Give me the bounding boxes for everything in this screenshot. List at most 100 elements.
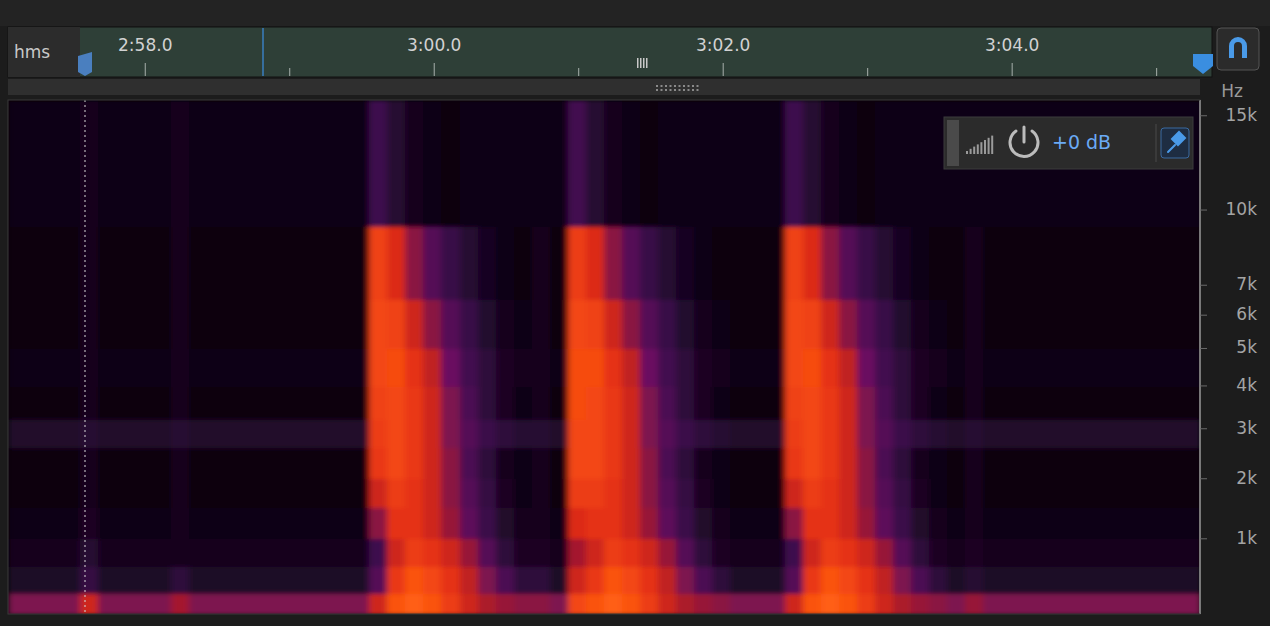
y-tick-label: 3k <box>1236 418 1257 438</box>
cell <box>983 226 1002 300</box>
cell <box>152 226 171 300</box>
cell <box>423 300 442 349</box>
gain-divider <box>1156 124 1157 162</box>
cell <box>857 507 876 539</box>
cell <box>640 386 659 420</box>
snap-button[interactable] <box>1217 28 1259 70</box>
cell <box>1164 448 1183 480</box>
cell <box>1019 593 1038 614</box>
cell <box>857 539 876 567</box>
cell <box>586 300 605 349</box>
y-tick <box>1200 428 1207 429</box>
cell <box>423 507 442 539</box>
cell <box>929 386 948 420</box>
cell <box>171 100 190 227</box>
cell <box>261 539 280 567</box>
cell <box>568 448 587 480</box>
cell <box>1074 593 1093 614</box>
cell <box>315 348 334 386</box>
cell <box>225 386 244 420</box>
cell <box>460 226 479 300</box>
cell <box>333 507 352 539</box>
cell <box>712 226 731 300</box>
cell <box>1001 507 1020 539</box>
cell <box>1092 539 1111 567</box>
cells-clip <box>8 100 1200 614</box>
cell <box>550 300 569 349</box>
cell <box>441 348 460 386</box>
cell <box>44 420 63 449</box>
cell <box>171 479 190 508</box>
cell <box>1019 539 1038 567</box>
cell <box>1074 226 1093 300</box>
cell <box>514 300 533 349</box>
cell <box>315 226 334 300</box>
cell <box>712 386 731 420</box>
cell <box>333 420 352 449</box>
cell <box>640 226 659 300</box>
cell <box>730 448 749 480</box>
cell <box>496 593 515 614</box>
cell <box>748 507 767 539</box>
cell <box>62 507 81 539</box>
cell <box>785 420 804 449</box>
cell <box>297 448 316 480</box>
cell <box>1164 479 1183 508</box>
cell <box>821 448 840 480</box>
cell <box>1164 348 1183 386</box>
knob-indicator <box>1023 127 1026 142</box>
x-minor-tick <box>578 68 579 76</box>
cell <box>98 539 117 567</box>
cell <box>911 448 930 480</box>
cell <box>694 420 713 449</box>
cell <box>189 226 208 300</box>
cell <box>98 348 117 386</box>
scroll-grip-dot <box>665 89 667 91</box>
cell <box>405 100 424 227</box>
cell <box>658 567 677 594</box>
cell <box>947 348 966 386</box>
y-tick-label: 6k <box>1236 304 1257 324</box>
cell <box>694 507 713 539</box>
cell <box>1019 479 1038 508</box>
cell <box>80 539 99 567</box>
end-marker[interactable] <box>1193 54 1213 74</box>
cell <box>712 348 731 386</box>
y-tick-label: 10k <box>1226 199 1258 219</box>
cell <box>98 226 117 300</box>
cell <box>441 507 460 539</box>
cell <box>893 567 912 594</box>
cell <box>640 100 659 227</box>
cell <box>767 100 786 227</box>
cell <box>839 386 858 420</box>
cell <box>514 593 533 614</box>
cell <box>26 448 45 480</box>
cell <box>622 386 641 420</box>
cell <box>658 420 677 449</box>
cell <box>694 226 713 300</box>
cell <box>803 226 822 300</box>
pin-button[interactable] <box>1161 128 1189 158</box>
cell <box>1037 348 1056 386</box>
cell <box>116 593 135 614</box>
cell <box>1019 448 1038 480</box>
cell <box>44 300 63 349</box>
cell <box>80 100 99 227</box>
cell <box>171 300 190 349</box>
cell <box>1056 420 1075 449</box>
y-tick-label: 15k <box>1226 105 1258 125</box>
cell <box>496 348 515 386</box>
cell <box>297 539 316 567</box>
cell <box>586 348 605 386</box>
cell <box>730 300 749 349</box>
cell <box>405 300 424 349</box>
cell <box>62 448 81 480</box>
level-bar <box>988 138 990 154</box>
cell <box>261 226 280 300</box>
cell <box>80 507 99 539</box>
cell <box>875 300 894 349</box>
cell <box>1110 226 1129 300</box>
cell <box>152 348 171 386</box>
start-marker[interactable] <box>78 52 92 76</box>
cell <box>116 539 135 567</box>
